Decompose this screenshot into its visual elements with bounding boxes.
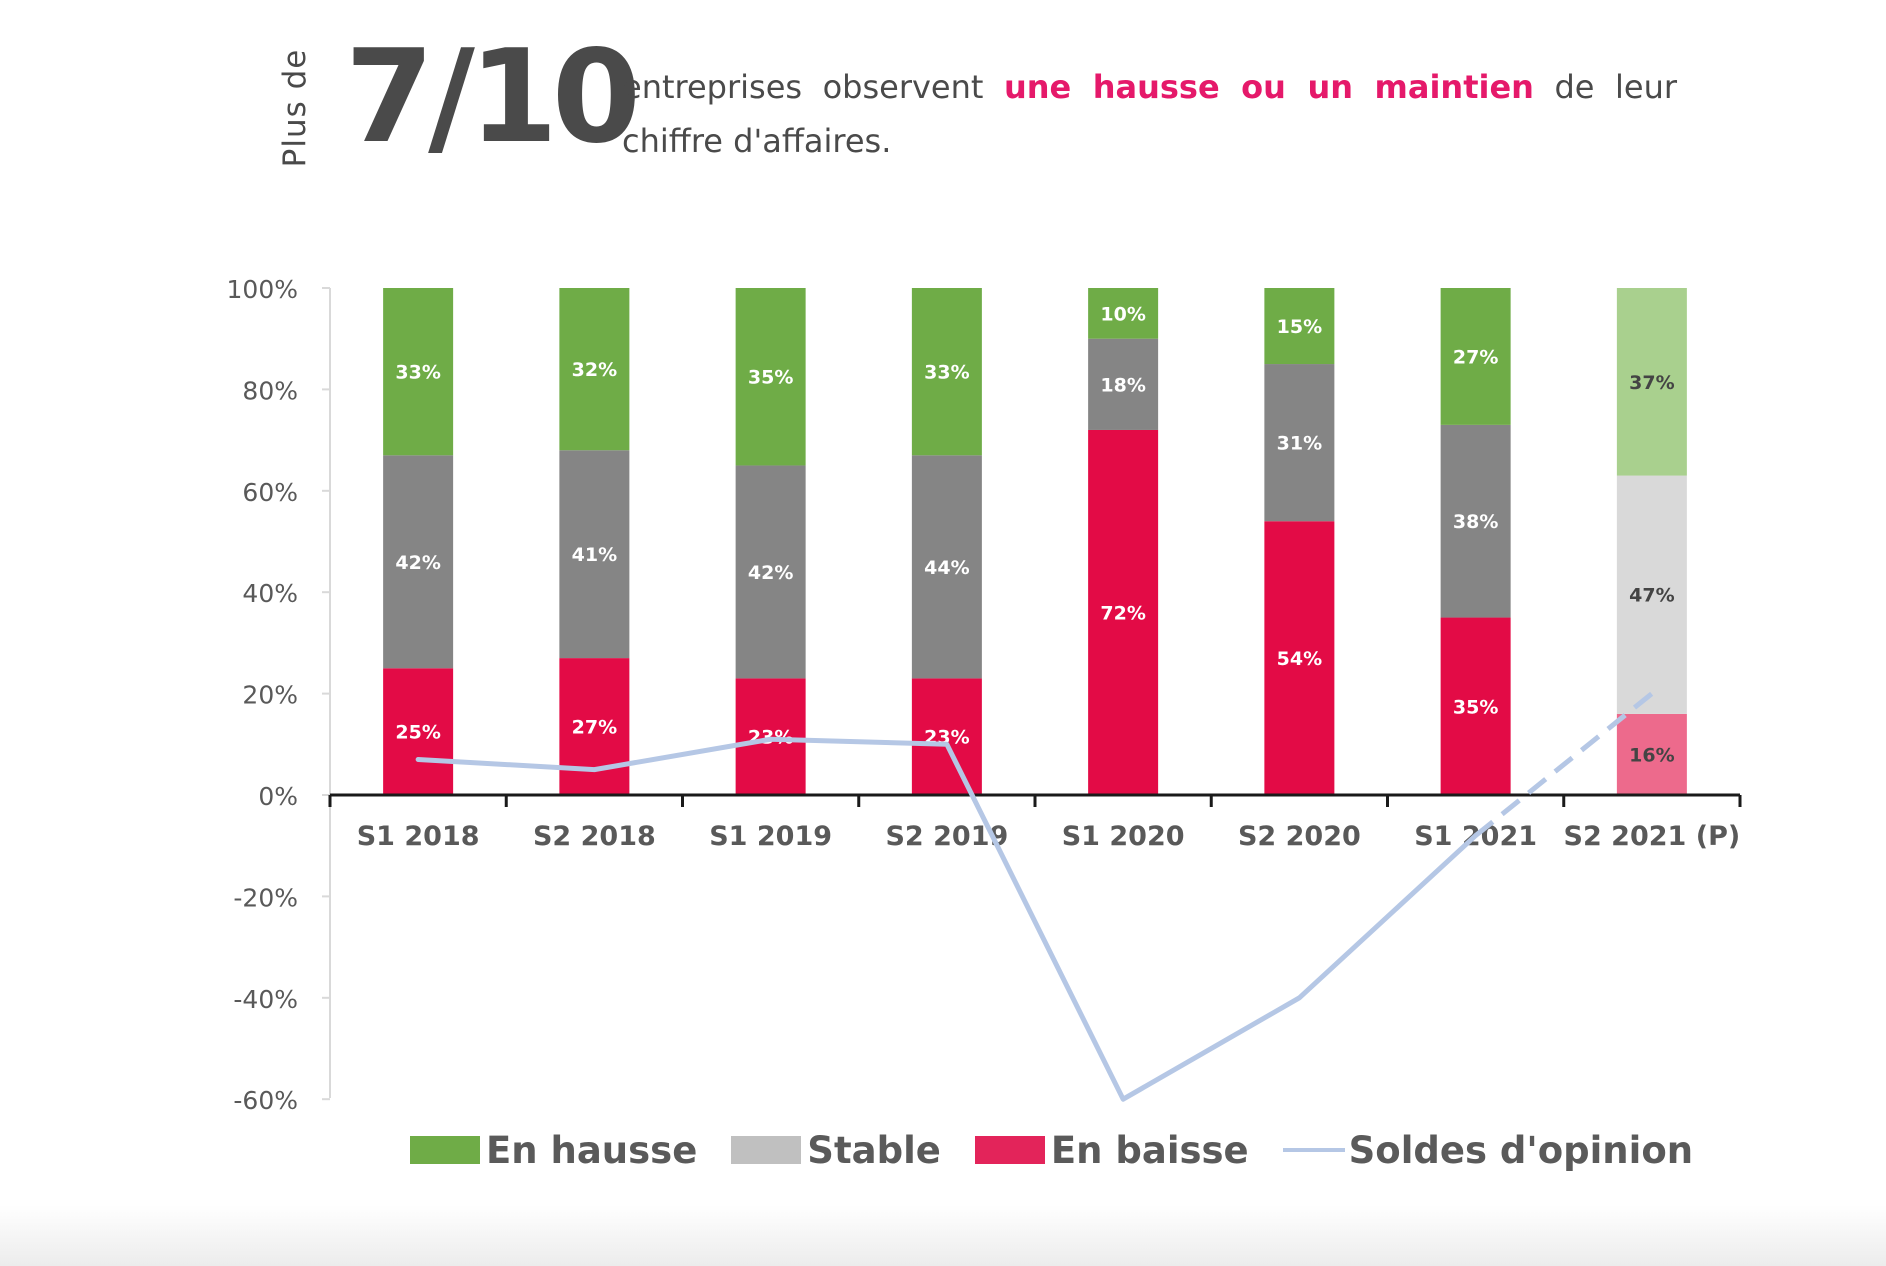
x-category-label: S1 2020 bbox=[1062, 821, 1185, 852]
x-category-label: S2 2021 (P) bbox=[1564, 821, 1741, 852]
bar-segment bbox=[1088, 288, 1159, 339]
bar-segment bbox=[1264, 364, 1335, 522]
legend-color-swatch bbox=[410, 1136, 480, 1164]
x-category-label: S1 2018 bbox=[357, 821, 480, 852]
y-tick-label: 80% bbox=[242, 376, 298, 405]
bar-segment bbox=[1088, 429, 1159, 795]
bar-segment bbox=[1264, 288, 1335, 365]
bar-segment bbox=[1264, 521, 1335, 795]
bar-value-label: 42% bbox=[395, 552, 440, 574]
y-tick-label: 100% bbox=[227, 275, 298, 304]
legend-item: Stable bbox=[731, 1129, 941, 1172]
bar-segment bbox=[1088, 338, 1159, 430]
y-tick-label: 20% bbox=[242, 681, 298, 710]
bar-segment bbox=[911, 455, 982, 679]
headline-text-accent: une hausse ou un maintien bbox=[1003, 68, 1534, 106]
legend-item: En baisse bbox=[974, 1128, 1249, 1172]
bar-segment bbox=[735, 678, 806, 795]
legend-item: En hausse bbox=[410, 1129, 697, 1172]
bar-value-label: 25% bbox=[395, 722, 440, 744]
chart: 100% 80% 60% 40% 20% 0% -20% -40% -60% 25% 42% 33%… bbox=[227, 275, 1742, 1115]
y-tick-label: -20% bbox=[233, 883, 298, 912]
bar-value-label: 10% bbox=[1100, 303, 1145, 325]
y-axis: 100% 80% 60% 40% 20% 0% -20% -40% -60% bbox=[227, 275, 331, 1115]
bar-segment bbox=[911, 288, 982, 456]
bar-value-label: 16% bbox=[1629, 744, 1674, 766]
legend-label: En hausse bbox=[486, 1128, 698, 1172]
bar-value-label: 35% bbox=[1453, 696, 1498, 718]
bar-segment bbox=[1440, 288, 1511, 425]
bar-segment bbox=[383, 668, 454, 795]
legend-color-swatch bbox=[731, 1136, 802, 1164]
y-tick-label: -40% bbox=[233, 985, 298, 1014]
legend-label: En baisse bbox=[1050, 1128, 1249, 1172]
bar-value-label: 32% bbox=[572, 359, 617, 381]
legend-label: Stable bbox=[807, 1128, 941, 1172]
bar-segment bbox=[1616, 713, 1687, 795]
bar-value-label: 41% bbox=[572, 544, 617, 566]
headline-text-before: entreprises observent bbox=[622, 68, 1004, 106]
bar-value-label: 27% bbox=[572, 717, 617, 739]
headline-text-after: de leur chiffre d'affaires. bbox=[622, 68, 1678, 160]
bar-value-label: 54% bbox=[1277, 648, 1322, 670]
bar-segment bbox=[559, 450, 630, 659]
x-category-label: S1 2019 bbox=[709, 821, 832, 852]
bottom-bar bbox=[0, 1205, 1886, 1266]
bar-value-label: 15% bbox=[1277, 316, 1322, 338]
legend-line-swatch bbox=[1282, 1148, 1345, 1152]
x-category-label: S2 2020 bbox=[1238, 821, 1361, 852]
legend-item: Soldes d'opinion bbox=[1282, 1128, 1694, 1172]
opinion-line-solid bbox=[415, 736, 1479, 1102]
bar-value-label: 35% bbox=[748, 367, 793, 389]
y-tick-label: 0% bbox=[258, 782, 298, 811]
bar-segment bbox=[1616, 288, 1687, 476]
bar-value-label: 31% bbox=[1277, 433, 1322, 455]
legend-color-swatch bbox=[974, 1136, 1045, 1164]
bar-value-label: 47% bbox=[1629, 585, 1674, 607]
bar-value-label: 33% bbox=[924, 362, 969, 384]
bar-value-label: 33% bbox=[395, 362, 440, 384]
headline-text: entreprises observent une hausse ou un m… bbox=[622, 60, 1677, 168]
bar-value-label: 37% bbox=[1629, 372, 1674, 394]
bar-segment bbox=[911, 678, 982, 795]
y-tick-label: 60% bbox=[242, 478, 298, 507]
bars: 25%42%33%27%41%32%23%42%35%23%44%33%72%1… bbox=[383, 288, 1687, 795]
opinion-line-projected bbox=[1474, 691, 1654, 838]
bar-segment bbox=[383, 288, 454, 456]
y-tick-label: 40% bbox=[242, 579, 298, 608]
bar-segment bbox=[559, 658, 630, 795]
bar-segment bbox=[735, 288, 806, 466]
bar-segment bbox=[559, 288, 630, 451]
y-tick-label: -60% bbox=[233, 1086, 298, 1115]
bar-value-label: 42% bbox=[748, 562, 793, 584]
opinion-line bbox=[415, 691, 1654, 1102]
bar-segment bbox=[383, 455, 454, 669]
x-axis: S1 2018 S2 2018 S1 2019 S2 2019 S1 2020 S2 20… bbox=[328, 793, 1742, 852]
bar-value-label: 18% bbox=[1100, 374, 1145, 396]
headline-ratio: 7/10 bbox=[345, 23, 641, 172]
headline-prefix: Plus de bbox=[277, 48, 313, 168]
legend: En hausse Stable En baisse Soldes d'opinion bbox=[410, 1128, 1727, 1172]
bar-value-label: 38% bbox=[1453, 511, 1498, 533]
x-category-label: S2 2018 bbox=[533, 821, 656, 852]
headline: Plus de 7/10 entreprises observent une h… bbox=[0, 0, 1886, 200]
bar-value-label: 44% bbox=[924, 557, 969, 579]
legend-label: Soldes d'opinion bbox=[1348, 1128, 1694, 1172]
bar-segment bbox=[735, 465, 806, 679]
bar-value-label: 72% bbox=[1100, 602, 1145, 624]
bar-value-label: 27% bbox=[1453, 346, 1498, 368]
bar-segment bbox=[1440, 617, 1511, 795]
bar-segment bbox=[1616, 475, 1687, 714]
bar-segment bbox=[1440, 424, 1511, 618]
